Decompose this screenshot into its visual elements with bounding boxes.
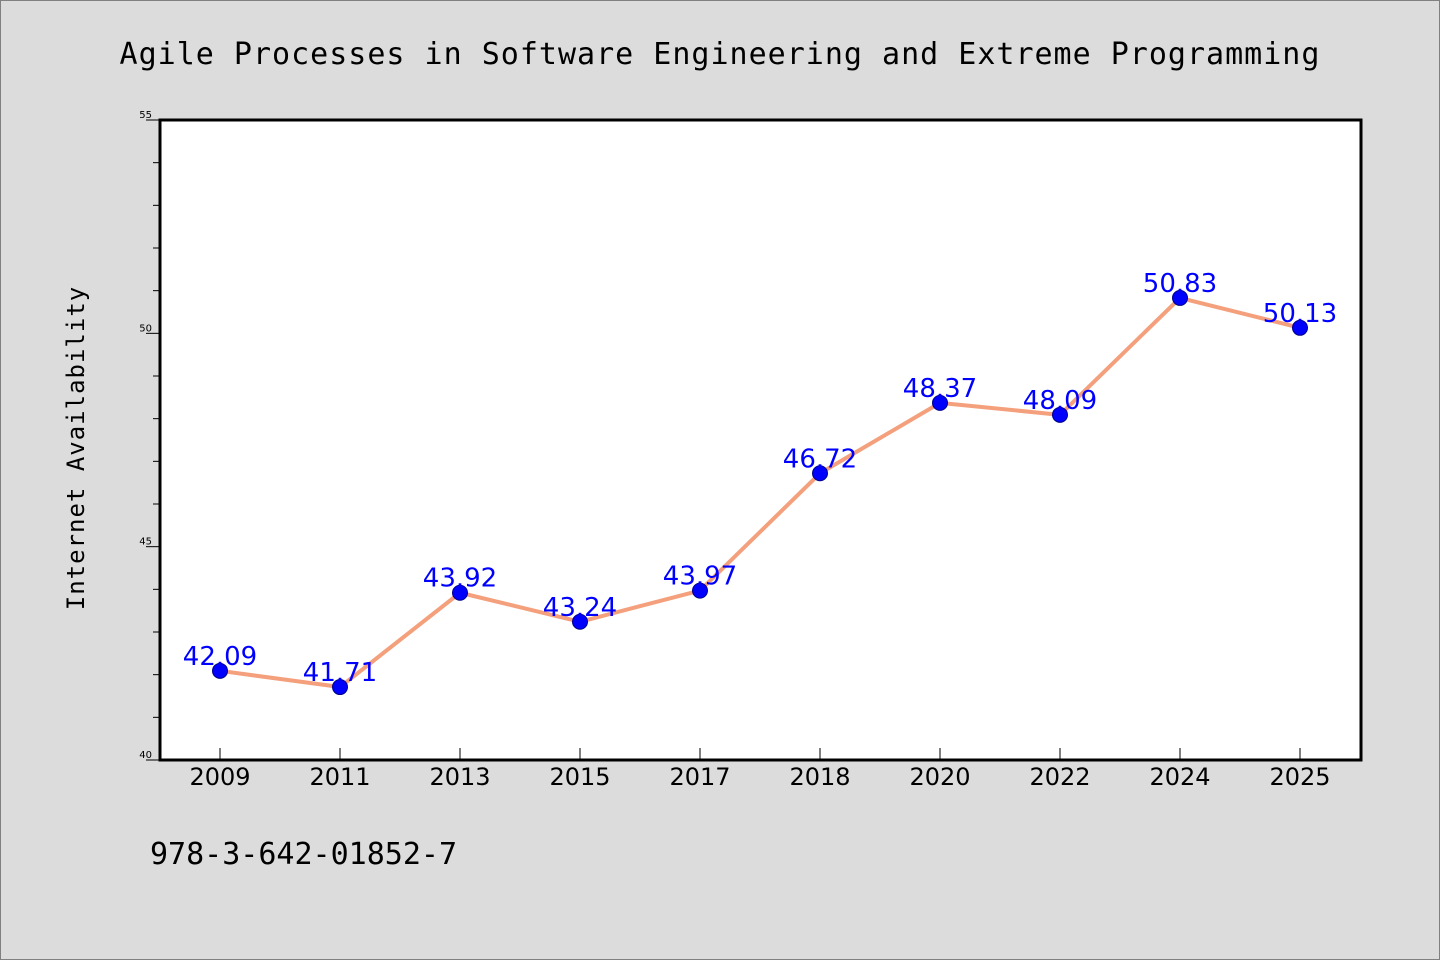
x-tick-label: 2017 xyxy=(669,763,730,791)
y-axis-label: Internet Availability xyxy=(62,286,90,610)
x-tick-label: 2013 xyxy=(429,763,490,791)
x-tick-label: 2011 xyxy=(309,763,370,791)
footnote-isbn: 978-3-642-01852-7 xyxy=(150,837,457,872)
x-tick-label: 2020 xyxy=(909,763,970,791)
data-point xyxy=(692,582,708,599)
series-line-layer xyxy=(219,295,1301,690)
y-tick-label: 55 xyxy=(139,110,152,121)
data-point xyxy=(1172,289,1188,306)
data-label: 46.72 xyxy=(783,444,857,474)
y-tick-label: 50 xyxy=(139,323,152,334)
plot-border xyxy=(158,118,1363,762)
axis-ticks: 40 45 50 55 2009 2011 2013 2015 2017 2018 2020 2022… xyxy=(139,110,1330,791)
data-point xyxy=(572,613,588,630)
y-tick-label: 40 xyxy=(139,750,152,761)
data-label: 48.09 xyxy=(1023,386,1097,416)
y-tick-label: 45 xyxy=(139,537,152,548)
data-point xyxy=(332,679,348,696)
data-point xyxy=(212,662,228,679)
data-label: 50.13 xyxy=(1263,299,1337,329)
data-label: 41.71 xyxy=(303,658,377,688)
data-label: 43.97 xyxy=(663,562,737,592)
data-label: 48.37 xyxy=(903,374,977,404)
chart-title: Agile Processes in Software Engineering … xyxy=(120,37,1321,72)
series-line xyxy=(219,295,1301,690)
x-tick-label: 2022 xyxy=(1029,763,1090,791)
x-tick-label: 2025 xyxy=(1269,763,1330,791)
data-label: 43.24 xyxy=(543,593,617,623)
x-tick-label: 2024 xyxy=(1149,763,1210,791)
data-point xyxy=(812,465,828,482)
data-label: 43.92 xyxy=(423,564,497,594)
markers-layer xyxy=(212,289,1308,696)
data-label: 42.09 xyxy=(183,642,257,672)
x-tick-label: 2018 xyxy=(789,763,850,791)
data-point xyxy=(452,584,468,601)
x-tick-label: 2015 xyxy=(549,763,610,791)
data-point xyxy=(932,394,948,411)
data-point xyxy=(1292,319,1308,336)
data-labels-layer: 42.09 41.71 43.92 43.24 43.97 46.72 48.37 48.09… xyxy=(183,269,1337,688)
x-tick-label: 2009 xyxy=(189,763,250,791)
data-label: 50.83 xyxy=(1143,269,1217,299)
data-point xyxy=(1052,406,1068,423)
plot-area xyxy=(160,120,1361,760)
